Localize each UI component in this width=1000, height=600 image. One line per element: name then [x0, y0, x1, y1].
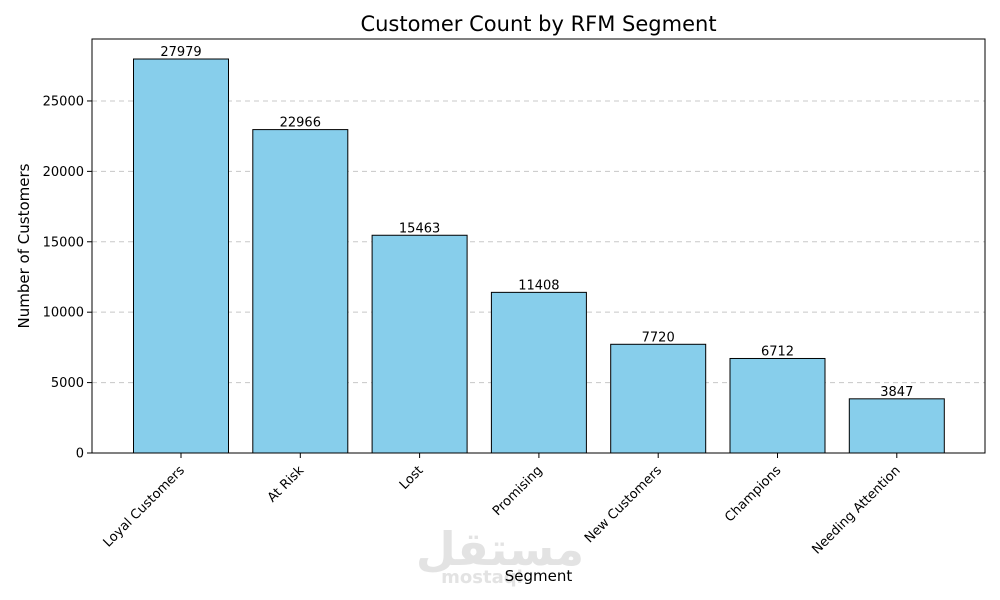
bar	[490, 291, 587, 454]
bar	[133, 58, 229, 454]
plot-frame	[91, 38, 986, 454]
bar-value-label: 11408	[518, 278, 559, 293]
bar-labels-layer: 27979 22966 15463 11408 7720 6712 3847	[160, 45, 913, 400]
watermark: مستقل mostaql	[416, 522, 584, 588]
bar	[371, 234, 468, 454]
x-tick-label: Promising	[490, 463, 546, 519]
bar	[729, 357, 826, 454]
chart-title: Customer Count by RFM Segment	[360, 12, 716, 36]
bar-value-label: 7720	[642, 330, 675, 345]
watermark-latin: mostaql	[441, 567, 523, 588]
y-tick-label: 25000	[43, 94, 84, 109]
bar	[252, 129, 349, 454]
bar-value-label: 27979	[160, 45, 201, 60]
x-tick-label: Champions	[722, 463, 784, 525]
bar	[610, 343, 707, 454]
watermark-arabic: مستقل	[416, 522, 584, 576]
x-tick-label: At Risk	[265, 463, 308, 506]
x-tick-label: New Customers	[582, 463, 665, 546]
bar-value-label: 3847	[880, 385, 913, 400]
y-tick-label: 20000	[43, 165, 84, 180]
x-axis-label: Segment	[505, 567, 573, 585]
y-tick-label: 15000	[43, 235, 84, 250]
grid-layer	[92, 100, 985, 384]
bar-value-label: 22966	[280, 116, 321, 131]
y-tick-label: 5000	[51, 376, 84, 391]
bars-layer	[133, 58, 945, 454]
bar-value-label: 6712	[761, 344, 794, 359]
x-tick-label: Loyal Customers	[101, 463, 188, 550]
y-tick-label: 10000	[43, 306, 84, 321]
x-tick-label: Needing Attention	[809, 463, 903, 557]
y-axis-label: Number of Customers	[15, 163, 33, 328]
bar	[848, 398, 945, 454]
y-tick-label: 0	[76, 447, 84, 462]
bar-value-label: 15463	[399, 221, 440, 236]
x-tick-label: Lost	[397, 463, 427, 493]
